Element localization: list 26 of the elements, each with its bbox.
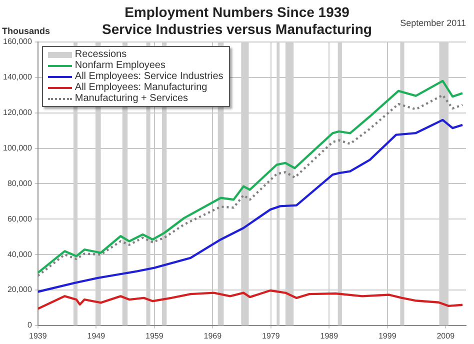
legend-label: Nonfarm Employees xyxy=(74,60,166,71)
text: September 2011 xyxy=(400,18,466,28)
y-tick-label: 80,000 xyxy=(7,178,32,188)
y-tick-label: 140,000 xyxy=(2,72,32,82)
band-label: Recessions xyxy=(74,49,127,60)
y-tick-label: 160,000 xyxy=(2,37,32,46)
x-tick-label: 1939 xyxy=(29,331,48,340)
x-tick-label: 2009 xyxy=(436,331,456,340)
x-tick-label: 1989 xyxy=(320,331,339,340)
y-tick-label: 0 xyxy=(27,320,32,330)
x-tick-label: 1969 xyxy=(204,331,222,340)
legend-label: All Employees: Manufacturing xyxy=(74,82,208,93)
x-tick-label: 1949 xyxy=(87,331,106,340)
legend-label: Manufacturing + Services xyxy=(74,93,188,104)
y-tick-label: 20,000 xyxy=(7,285,32,294)
y-axis-title: Thousands xyxy=(2,26,50,36)
chart-title: Employment Numbers Since 1939 xyxy=(124,4,350,20)
x-tick-label: 1999 xyxy=(378,331,397,340)
x-tick-label: 1959 xyxy=(146,331,164,340)
y-tick-label: 100,000 xyxy=(2,143,32,152)
x-tick-label: 1979 xyxy=(262,331,280,340)
chart-subtitle: Service Industries versus Manufacturing xyxy=(102,21,372,37)
y-tick-label: 60,000 xyxy=(7,214,32,224)
y-tick-label: 120,000 xyxy=(2,108,32,118)
y-tick-label: 40,000 xyxy=(7,250,32,259)
legend-label: All Employees: Service Industries xyxy=(74,71,224,82)
